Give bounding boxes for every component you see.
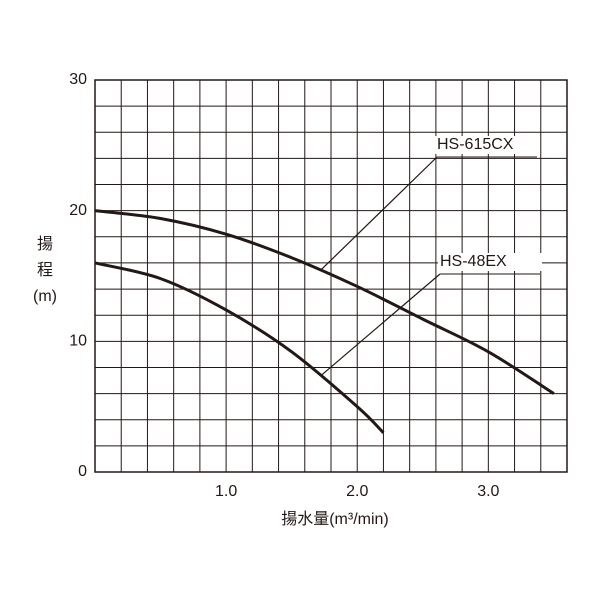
- series-label: HS-615CX: [437, 136, 514, 153]
- series-line: [94, 261, 385, 434]
- leader-line: [320, 156, 438, 271]
- y-tick-label: 20: [69, 202, 87, 219]
- plot-frame: [94, 79, 568, 473]
- label-bg: [435, 136, 539, 154]
- x-tick-label: 3.0: [477, 483, 499, 500]
- y-tick-label: 10: [69, 333, 87, 350]
- y-axis-label: (m): [33, 288, 57, 305]
- y-axis-label: 程: [37, 261, 53, 279]
- x-tick-label: 2.0: [346, 483, 368, 500]
- x-axis-label: 揚水量(m³/min): [281, 510, 389, 528]
- label-bg: [438, 253, 542, 271]
- y-tick-label: 30: [69, 71, 87, 88]
- x-tick-label: 1.0: [215, 483, 237, 500]
- series-line: [94, 209, 555, 395]
- leader-line: [320, 273, 441, 377]
- y-tick-label: 0: [78, 463, 87, 480]
- y-axis-label: 揚: [37, 235, 53, 253]
- series-label: HS-48EX: [440, 253, 507, 270]
